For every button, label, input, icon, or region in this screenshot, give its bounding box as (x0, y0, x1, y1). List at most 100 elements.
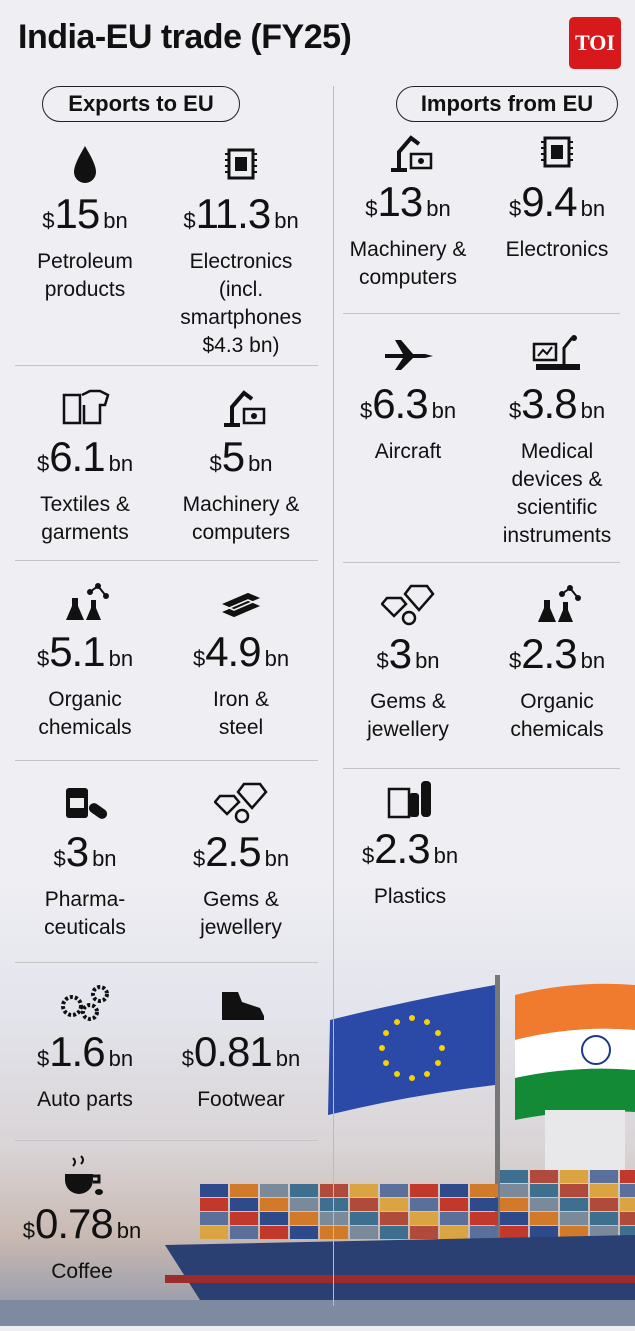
value-unit: bn (433, 843, 459, 868)
row-divider (343, 768, 620, 769)
category-label: Organic chemicals (38, 688, 132, 739)
value-unit: bn (264, 846, 290, 871)
category-label: Machinery & computers (182, 493, 300, 544)
value-unit: bn (580, 648, 606, 673)
category-label: Auto parts (37, 1088, 133, 1111)
exports-item: $0.81 bn Footwear (161, 978, 321, 1114)
value-number: 2.3 (374, 825, 430, 872)
chemistry-icon (538, 585, 581, 622)
exports-item: $15 bn Petroleum products (5, 140, 165, 304)
imports-heading: Imports from EU (396, 86, 618, 122)
row-divider (343, 313, 620, 314)
imports-item: $9.4 bn Electronics (477, 128, 635, 264)
row-divider (343, 562, 620, 563)
trade-value: $0.78 bn (2, 1202, 162, 1256)
category-label: Plastics (373, 885, 447, 908)
trade-value: $1.6 bn (5, 1030, 165, 1084)
page-title: India-EU trade (FY25) (18, 18, 352, 56)
value-number: 5.1 (49, 628, 105, 675)
value-number: 13 (377, 178, 424, 225)
currency-symbol: $ (508, 196, 522, 221)
category-label: Electronics (incl. smartphones $4.3 bn) (180, 250, 302, 357)
value-unit: bn (415, 648, 440, 673)
microchip-icon (541, 136, 573, 168)
exports-item: $5 bn Machinery & computers (161, 383, 321, 547)
category-label: Petroleum products (37, 250, 133, 301)
exports-item: $0.78 bn Coffee (2, 1150, 162, 1286)
trade-value: $2.3 bn (330, 827, 490, 881)
currency-symbol: $ (376, 648, 389, 673)
exports-item: $3 bn Pharma- ceuticals (5, 778, 165, 942)
value-number: 6.1 (49, 433, 105, 480)
diamond-icon (381, 584, 435, 626)
trade-value: $3 bn (5, 830, 165, 884)
value-number: 6.3 (372, 380, 428, 427)
category-label: Iron & steel (212, 688, 270, 739)
imports-item: $6.3 bn Aircraft (328, 330, 488, 466)
value-number: 3 (388, 630, 412, 677)
exports-item: $11.3 bn Electronics (incl. smartphones $… (161, 140, 321, 360)
value-number: 2.3 (521, 630, 577, 677)
row-divider (15, 962, 318, 963)
value-unit: bn (116, 1218, 142, 1243)
row-divider (15, 560, 318, 561)
value-unit: bn (274, 208, 299, 233)
trade-value: $15 bn (5, 192, 165, 246)
imports-item: $2.3 bn Plastics (330, 775, 490, 911)
row-divider (15, 1140, 318, 1141)
chemistry-icon (66, 583, 109, 620)
gears-icon (61, 985, 109, 1021)
trade-value: $2.5 bn (161, 830, 321, 884)
currency-symbol: $ (36, 451, 50, 476)
value-number: 1.6 (49, 1028, 105, 1075)
imports-item: $3 bn Gems & jewellery (328, 580, 488, 744)
airplane-icon (385, 340, 433, 370)
lab-equipment-icon (532, 335, 580, 370)
steel-bars-icon (218, 591, 264, 619)
value-number: 11.3 (195, 190, 272, 237)
eu-flag (328, 985, 495, 1115)
value-unit: bn (275, 1046, 301, 1071)
exports-item: $1.6 bn Auto parts (5, 978, 165, 1114)
exports-item: $2.5 bn Gems & jewellery (161, 778, 321, 942)
value-unit: bn (426, 196, 451, 221)
value-number: 2.5 (205, 828, 261, 875)
value-number: 5 (221, 433, 245, 480)
category-label: Gems & jewellery (200, 888, 282, 939)
trade-value: $6.1 bn (5, 435, 165, 489)
trade-value: $3.8 bn (477, 382, 635, 436)
trade-value: $13 bn (328, 180, 488, 234)
row-divider (15, 365, 318, 366)
category-label: Pharma- ceuticals (44, 888, 126, 939)
microchip-icon (225, 148, 257, 180)
value-unit: bn (108, 451, 134, 476)
pills-icon (66, 788, 108, 819)
value-number: 3.8 (521, 380, 577, 427)
category-label: Electronics (505, 238, 609, 261)
diamond-icon (214, 782, 268, 824)
currency-symbol: $ (22, 1218, 35, 1243)
currency-symbol: $ (36, 1046, 50, 1071)
robot-arm-icon (391, 135, 433, 172)
robot-arm-icon (224, 390, 266, 427)
currency-symbol: $ (209, 451, 222, 476)
value-unit: bn (248, 451, 273, 476)
coffee-icon (65, 1155, 103, 1195)
currency-symbol: $ (192, 646, 206, 671)
category-label: Textiles & garments (40, 493, 130, 544)
value-number: 3 (65, 828, 89, 875)
trade-value: $2.3 bn (477, 632, 635, 686)
category-label: Machinery & computers (349, 238, 467, 289)
value-unit: bn (431, 398, 457, 423)
currency-symbol: $ (183, 208, 196, 233)
currency-symbol: $ (181, 1046, 194, 1071)
trade-value: $0.81 bn (161, 1030, 321, 1084)
trade-value: $3 bn (328, 632, 488, 686)
trade-value: $11.3 bn (161, 192, 321, 246)
column-divider (333, 86, 334, 1306)
india-flag (515, 983, 635, 1040)
exports-item: $6.1 bn Textiles & garments (5, 383, 165, 547)
imports-item: $13 bn Machinery & computers (328, 128, 488, 292)
currency-symbol: $ (508, 648, 522, 673)
value-unit: bn (92, 846, 117, 871)
